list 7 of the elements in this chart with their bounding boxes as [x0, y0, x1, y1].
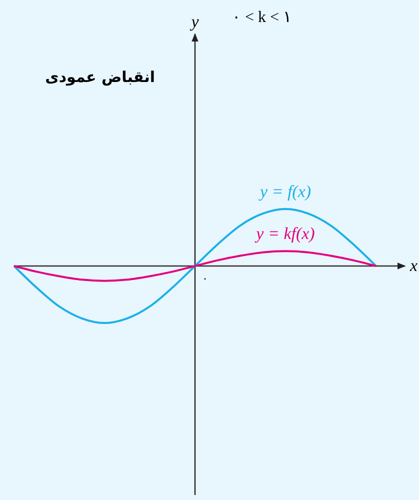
- text: y: [189, 12, 200, 31]
- chart-title: انقباض عمودی: [45, 68, 155, 86]
- annotation: ۰: [202, 273, 208, 285]
- series-label: y = f(x): [258, 182, 312, 201]
- chart-subtitle: ۰ < k < ۱: [232, 9, 292, 26]
- series-label: y = kf(x): [254, 224, 316, 244]
- x-axis-title: x: [409, 256, 418, 275]
